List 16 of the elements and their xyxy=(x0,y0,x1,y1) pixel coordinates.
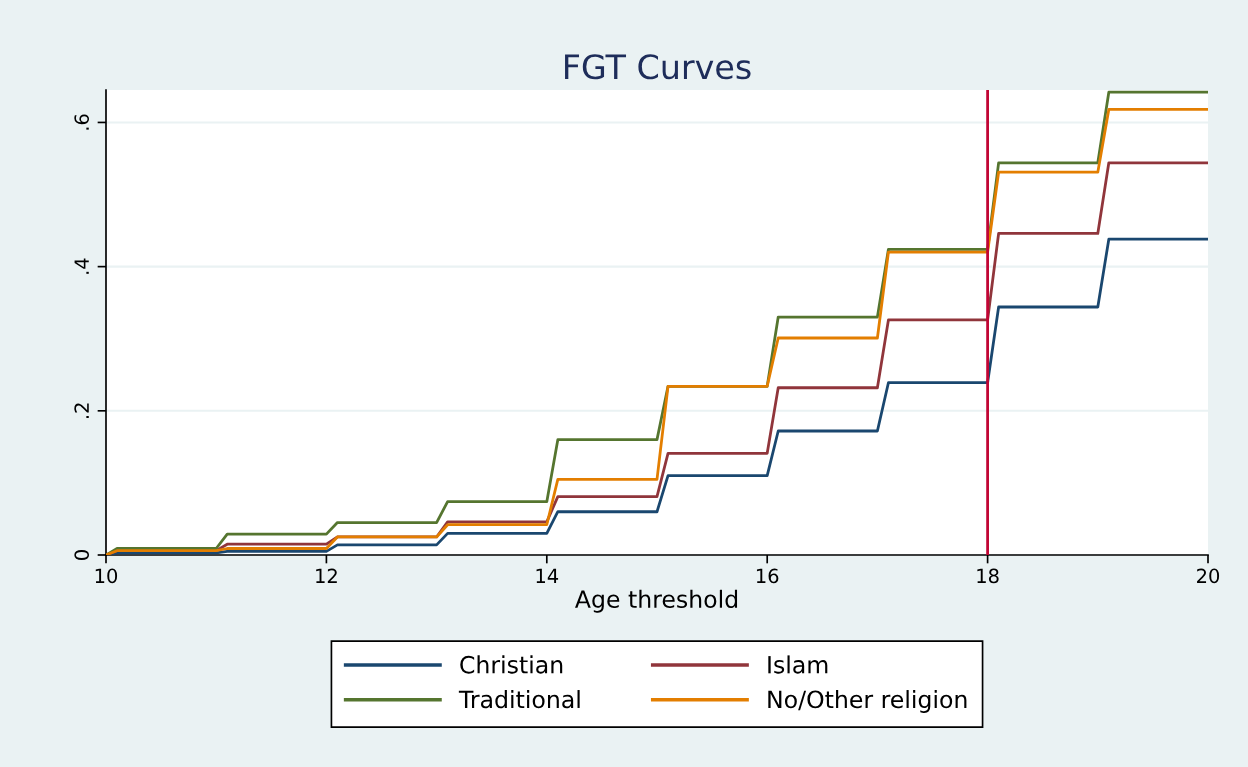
x-tick-label: 16 xyxy=(756,568,779,584)
y-tick-label: .2 xyxy=(74,403,89,419)
x-tick-label: 14 xyxy=(536,568,559,583)
x-tick-label: 18 xyxy=(977,568,999,584)
chart-title: FGT Curves xyxy=(565,54,751,80)
x-axis-title: Age threshold xyxy=(575,589,738,613)
x-tick-label: 12 xyxy=(316,568,337,583)
legend-label: Islam xyxy=(768,655,828,674)
x-tick-label: 20 xyxy=(1197,568,1220,584)
legend-label: No/Other religion xyxy=(768,690,967,713)
y-tick-label: 0 xyxy=(74,550,90,560)
y-tick-label: .6 xyxy=(74,114,90,130)
x-tick-label: 10 xyxy=(95,568,118,584)
y-tick-label: .4 xyxy=(74,258,89,274)
legend-label: Traditional xyxy=(458,690,580,709)
legend-label: Christian xyxy=(460,655,563,674)
